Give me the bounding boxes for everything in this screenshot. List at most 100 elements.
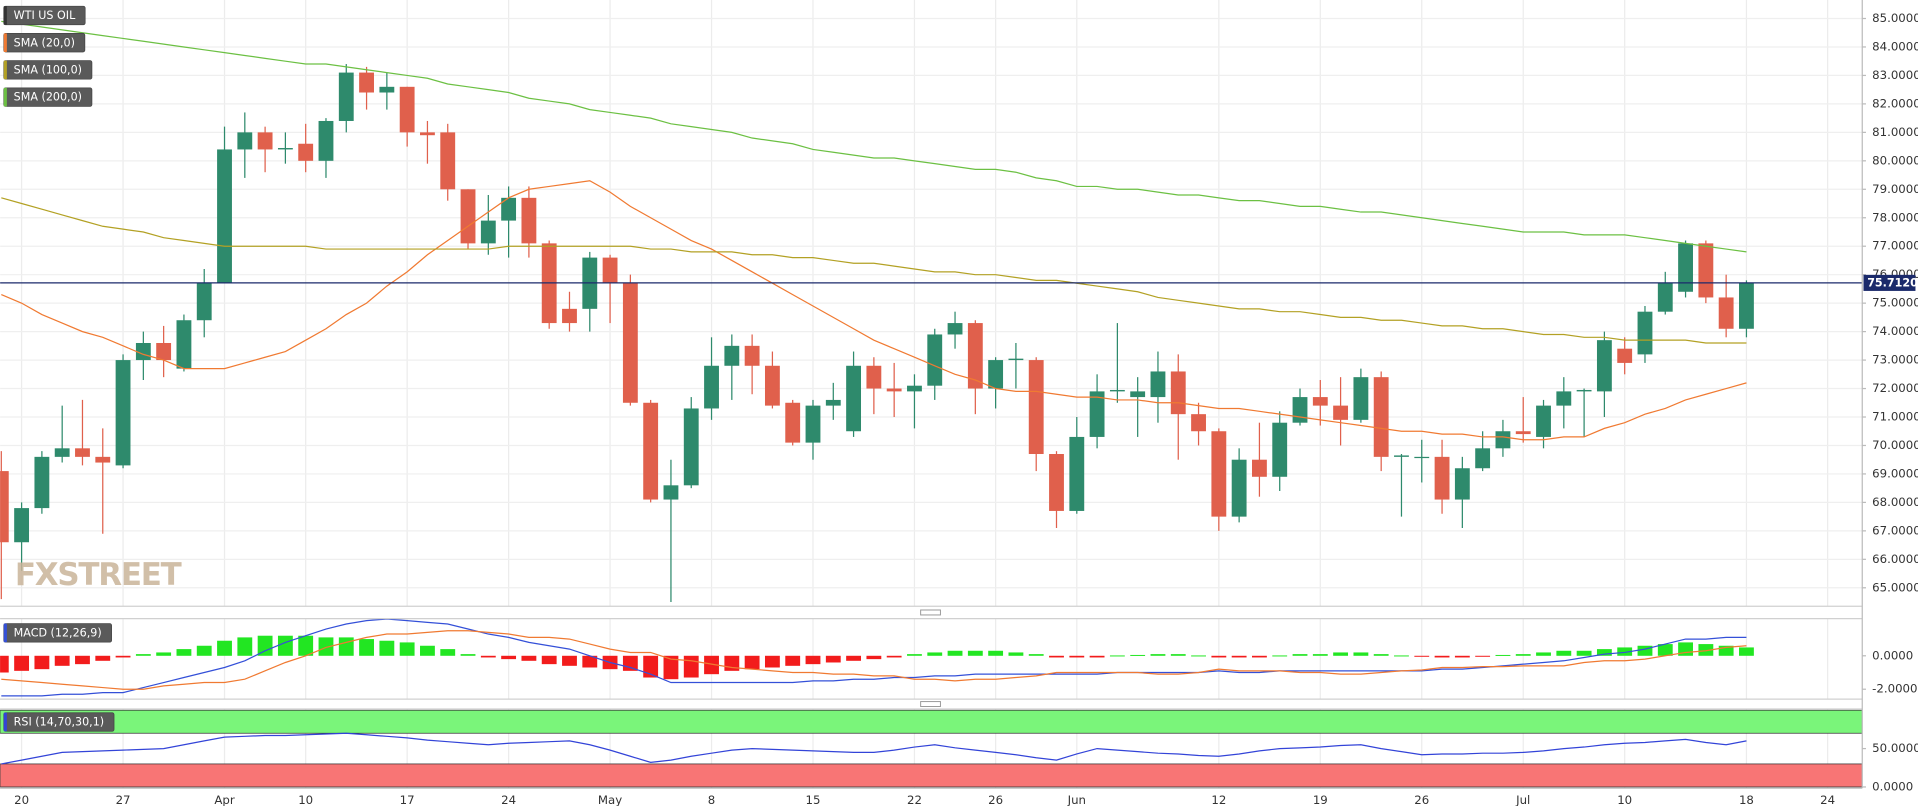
y-tick-label: 0.0000: [1872, 779, 1913, 793]
indicator-line: [1, 618, 1747, 697]
histogram-bar: [480, 655, 496, 658]
resize-handle[interactable]: [920, 701, 941, 708]
candle-body: [1373, 377, 1389, 457]
y-tick-label: 77.0000: [1872, 239, 1918, 253]
histogram-bar: [907, 654, 922, 656]
histogram-bar: [643, 655, 659, 678]
y-tick-label: 72.0000: [1872, 381, 1918, 395]
histogram-bar: [846, 655, 862, 661]
histogram-bar: [1353, 652, 1369, 656]
legend-swatch: [3, 712, 7, 732]
histogram-bar: [1495, 654, 1511, 656]
candle-body: [886, 388, 902, 392]
legend-text: MACD (12,26,9): [14, 627, 102, 640]
legend-item: RSI (14,70,30,1): [3, 712, 115, 732]
histogram-bar: [0, 655, 9, 673]
rsi-band: [0, 709, 1863, 734]
x-tick-label: Jun: [1067, 793, 1086, 806]
histogram-bar: [1394, 655, 1409, 657]
candle-body: [1353, 377, 1369, 420]
y-tick-label: -2.0000: [1872, 682, 1917, 696]
y-tick-label: 67.0000: [1872, 523, 1918, 537]
x-tick-label: 19: [1313, 793, 1328, 806]
candle-body: [1312, 397, 1328, 406]
candle-body: [1739, 282, 1754, 329]
histogram-bar: [1333, 652, 1349, 656]
histogram-bar: [521, 655, 537, 661]
histogram-bar: [135, 654, 151, 656]
candle-body: [1495, 431, 1511, 449]
candle-body: [967, 323, 983, 389]
y-tick-label: 66.0000: [1872, 552, 1918, 566]
candle-body: [257, 132, 273, 150]
histogram-bar: [744, 655, 760, 670]
candle-body: [95, 456, 111, 463]
candle-body: [704, 365, 719, 409]
candle-body: [622, 283, 638, 403]
panel: [0, 709, 1863, 788]
histogram-bar: [217, 640, 232, 656]
histogram-bar: [1576, 650, 1592, 656]
histogram-bar: [805, 655, 821, 665]
candle-body: [1637, 311, 1653, 355]
candle-body: [927, 334, 943, 386]
histogram-bar: [1414, 655, 1430, 657]
histogram-bar: [115, 655, 131, 658]
resize-handle[interactable]: [920, 609, 941, 616]
y-tick-label: 84.0000: [1872, 39, 1918, 53]
histogram-bar: [1028, 654, 1044, 656]
candle-body: [1150, 371, 1166, 398]
candle-body: [1536, 405, 1551, 437]
legend-text: WTI US OIL: [14, 9, 76, 22]
candle-body: [54, 448, 70, 457]
histogram-bar: [34, 655, 50, 670]
legend-swatch: [3, 623, 7, 643]
histogram-bar: [947, 650, 963, 656]
candle-body: [480, 220, 496, 244]
candle-body: [1069, 436, 1085, 511]
indicator-line: [1, 180, 1747, 441]
candle-body: [318, 120, 334, 161]
histogram-bar: [1373, 654, 1389, 656]
legend-text: SMA (100,0): [14, 64, 82, 77]
histogram-bar: [440, 649, 456, 656]
candle-body: [1130, 391, 1146, 398]
histogram-bar: [785, 655, 801, 666]
y-tick-label: 81.0000: [1872, 125, 1918, 139]
histogram-bar: [1292, 654, 1308, 656]
y-tick-label: 65.0000: [1872, 580, 1918, 594]
candle-body: [14, 508, 30, 543]
histogram-bar: [1069, 655, 1085, 658]
histogram-bar: [1617, 647, 1633, 656]
x-tick-label: 22: [907, 793, 922, 806]
histogram-bar: [1718, 645, 1734, 656]
histogram-bar: [1191, 655, 1206, 657]
candle-body: [1657, 283, 1673, 312]
candle-body: [1475, 448, 1491, 469]
panel: [0, 17, 1863, 603]
candle-body: [1454, 468, 1470, 500]
histogram-bar: [1252, 655, 1267, 658]
legend-text: SMA (200,0): [14, 91, 82, 104]
candle-body: [1718, 297, 1734, 329]
histogram-bar: [460, 654, 476, 656]
candle-body: [785, 402, 801, 443]
histogram-bar: [866, 655, 882, 660]
candle-body: [1089, 391, 1105, 437]
candle-body: [460, 189, 476, 244]
histogram-bar: [1211, 655, 1227, 658]
candle-body: [1414, 456, 1430, 459]
histogram-bar: [75, 655, 90, 665]
candle-body: [805, 405, 821, 443]
histogram-bar: [1515, 654, 1531, 656]
x-tick-label: 10: [298, 793, 313, 806]
x-tick-label: 20: [14, 793, 29, 806]
histogram-bar: [54, 655, 70, 666]
histogram-bar: [1049, 655, 1064, 658]
indicator-line: [1, 732, 1747, 765]
candle-body: [744, 345, 760, 366]
candle-body: [75, 448, 90, 457]
histogram-bar: [14, 655, 30, 671]
y-tick-label: 73.0000: [1872, 353, 1918, 367]
